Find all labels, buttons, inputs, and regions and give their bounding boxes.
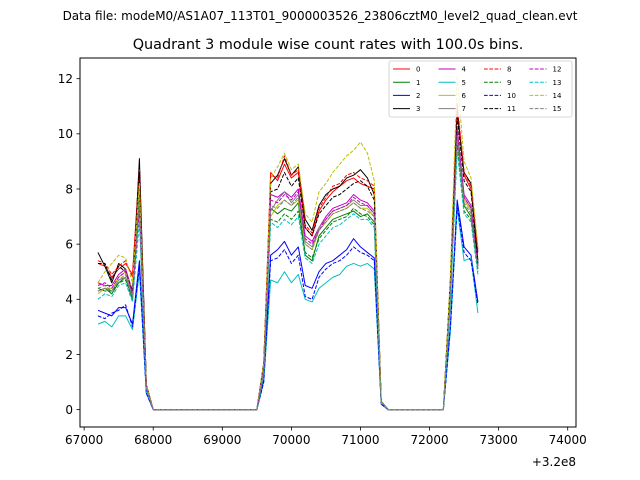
- x-tick-label: 68000: [134, 433, 172, 447]
- legend-label-4: 4: [462, 66, 467, 74]
- legend-label-7: 7: [462, 105, 466, 113]
- legend-label-11: 11: [507, 105, 516, 113]
- suptitle: Data file: modeM0/AS1A07_113T01_90000035…: [63, 9, 578, 23]
- x-tick-label: 73000: [480, 433, 518, 447]
- y-axis: 0 2 4 6 8 10 12: [58, 72, 80, 417]
- legend-label-14: 14: [553, 92, 562, 100]
- legend-frame: [388, 60, 573, 118]
- axes-frame: [79, 57, 577, 428]
- x-tick-label: 74000: [549, 433, 587, 447]
- legend-label-15: 15: [553, 105, 562, 113]
- legend-label-8: 8: [507, 66, 511, 74]
- legend-label-6: 6: [462, 92, 467, 100]
- y-tick-label: 12: [58, 72, 73, 86]
- legend-label-3: 3: [416, 105, 420, 113]
- y-tick-label: 4: [65, 293, 73, 307]
- y-tick-label: 8: [65, 182, 73, 196]
- x-tick-label: 69000: [203, 433, 241, 447]
- legend-label-5: 5: [462, 79, 466, 87]
- y-tick-label: 10: [58, 127, 73, 141]
- x-axis: 67000 68000 69000 70000 71000 72000 73000 74000: [65, 427, 587, 447]
- y-tick-label: 0: [65, 403, 73, 417]
- legend-label-2: 2: [416, 92, 420, 100]
- x-tick-label: 67000: [65, 433, 103, 447]
- legend-label-10: 10: [507, 92, 516, 100]
- chart-title: Quadrant 3 module wise count rates with …: [133, 37, 524, 53]
- x-offset-label: +3.2e8: [532, 455, 576, 469]
- legend-label-12: 12: [553, 66, 562, 74]
- y-tick-label: 2: [65, 348, 73, 362]
- x-tick-label: 70000: [272, 433, 310, 447]
- plot-area: 67000 68000 69000 70000 71000 72000 73000 74000…: [58, 57, 587, 469]
- legend-label-13: 13: [553, 79, 562, 87]
- series-line-15: [97, 136, 479, 411]
- y-tick-label: 6: [65, 237, 73, 251]
- series-layer: [97, 75, 479, 411]
- x-tick-label: 71000: [341, 433, 379, 447]
- legend-label-9: 9: [507, 79, 511, 87]
- x-tick-label: 72000: [410, 433, 448, 447]
- legend-label-0: 0: [416, 66, 420, 74]
- legend-label-1: 1: [416, 79, 420, 87]
